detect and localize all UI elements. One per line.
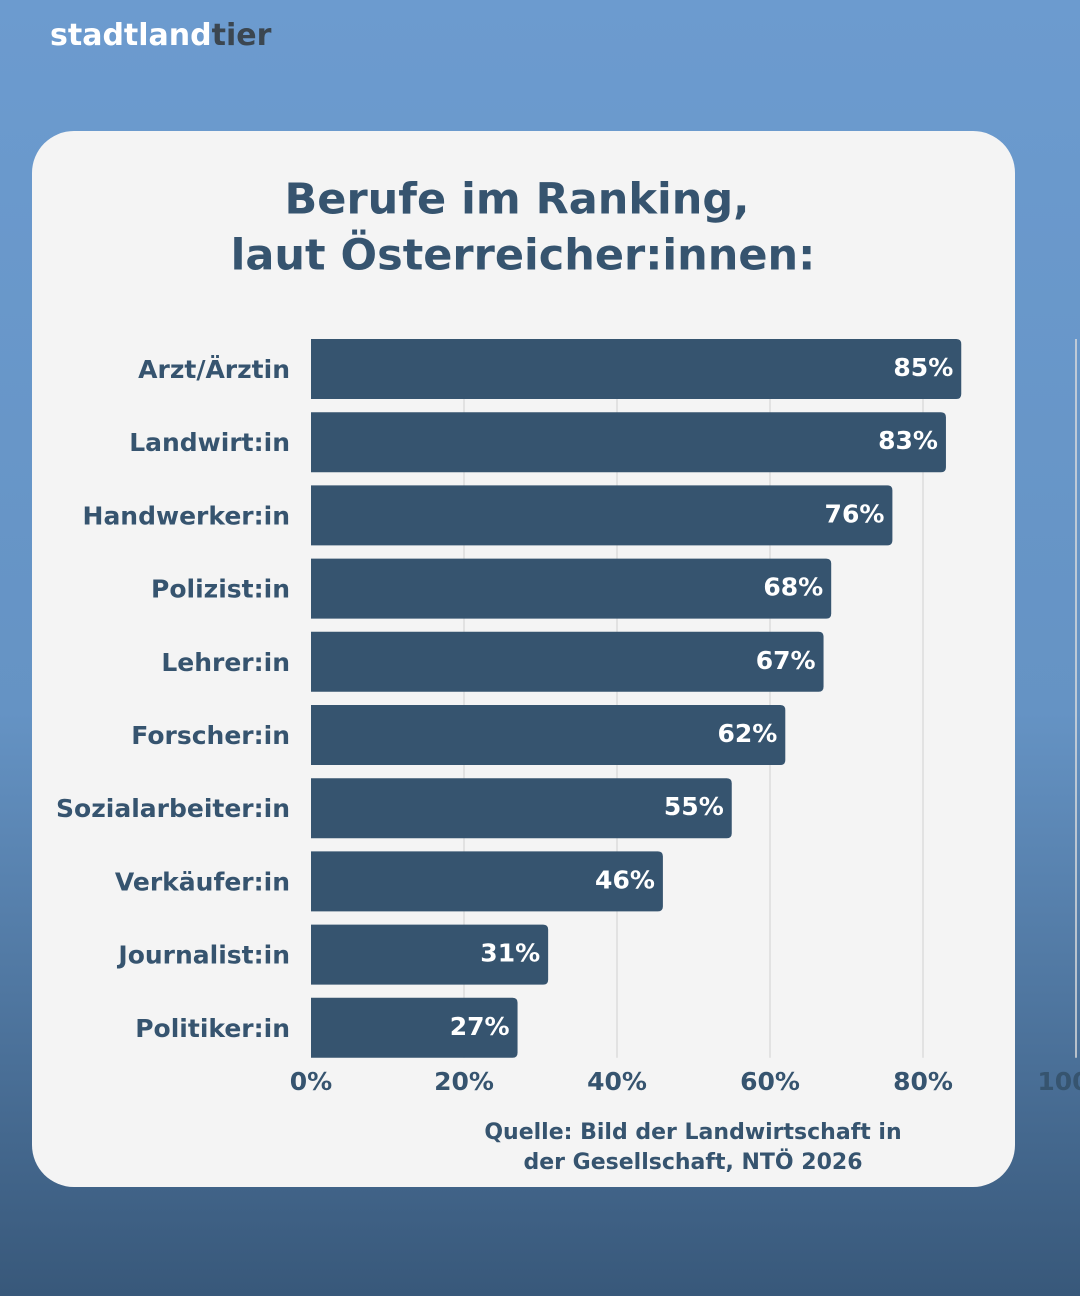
- data-label: 83%: [878, 426, 938, 455]
- x-tick-label: 40%: [587, 1067, 647, 1096]
- x-tick-label: 100%: [1037, 1067, 1080, 1096]
- data-label: 46%: [595, 865, 655, 894]
- brand-part: stadtland: [50, 18, 212, 53]
- source: der Gesellschaft, NTÖ 2026: [523, 1149, 862, 1175]
- bar: [311, 705, 786, 765]
- x-tick-label: 60%: [740, 1067, 800, 1096]
- bar: [311, 997, 518, 1058]
- y-tick-label: Polizist:in: [151, 575, 290, 604]
- y-tick-label: Arzt/Ärztin: [138, 354, 290, 384]
- data-label: 85%: [893, 353, 953, 382]
- bar: [311, 631, 824, 692]
- bar: [311, 851, 663, 912]
- data-label: 76%: [825, 499, 885, 528]
- y-tick-label: Politiker:in: [135, 1014, 290, 1043]
- bar: [311, 778, 732, 839]
- x-tick-label: 80%: [893, 1067, 953, 1096]
- chart-title: laut Österreicher:innen:: [231, 230, 816, 281]
- y-tick-label: Forscher:in: [131, 721, 290, 750]
- y-tick-label: Lehrer:in: [161, 648, 290, 677]
- x-tick-label: 20%: [434, 1067, 494, 1096]
- data-label: 27%: [450, 1012, 510, 1041]
- data-label: 31%: [480, 939, 540, 968]
- chart-title: Berufe im Ranking,: [285, 175, 750, 225]
- plot: 0% 20% 40% 60% 80% 100% Arzt/Ärztin 85% Landwirt…: [56, 339, 1080, 1096]
- source: Quelle: Bild der Landwirtschaft in: [484, 1120, 901, 1145]
- bar: [311, 558, 832, 619]
- bar: [311, 924, 549, 985]
- brand-part: tier: [212, 18, 272, 53]
- bar: [311, 485, 893, 546]
- data-label: 67%: [756, 646, 816, 675]
- y-tick-label: Journalist:in: [116, 941, 290, 970]
- y-tick-label: Sozialarbeiter:in: [56, 794, 290, 823]
- x-tick-label: 0%: [290, 1067, 332, 1096]
- y-tick-label: Handwerker:in: [83, 501, 290, 530]
- bar: [311, 412, 946, 473]
- bar: [311, 339, 962, 399]
- data-label: 55%: [664, 792, 724, 821]
- y-tick-label: Verkäufer:in: [115, 867, 290, 896]
- y-tick-label: Landwirt:in: [129, 428, 290, 457]
- brand: stadtlandtier: [50, 18, 272, 53]
- data-label: 62%: [717, 719, 777, 748]
- data-label: 68%: [763, 573, 823, 602]
